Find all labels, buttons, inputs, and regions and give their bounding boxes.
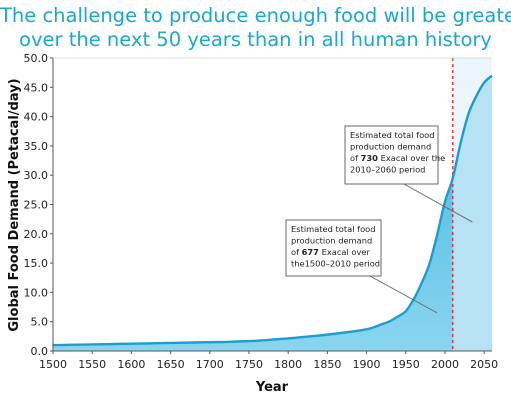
annotation-text-line: production demand	[291, 236, 372, 246]
annotation-text-line: of 677 Exacal over	[291, 247, 371, 257]
x-tick-label: 1750	[235, 358, 263, 371]
x-tick-label: 2000	[431, 358, 459, 371]
area-future-2010-2060	[452, 75, 492, 351]
annotation-text-line: 2010–2060 period	[350, 165, 425, 175]
y-axis-label: Global Food Demand (Petacal/day)	[7, 78, 22, 331]
y-tick-label: 45.0	[24, 81, 49, 94]
x-tick-label: 1900	[353, 358, 381, 371]
annotation-note_2010_2060: Estimated total food production demandof …	[344, 125, 445, 185]
annotation-box	[285, 219, 382, 277]
x-axis-label: Year	[255, 380, 289, 395]
y-tick-label: 40.0	[24, 111, 49, 124]
series-line	[52, 74, 493, 347]
x-tick-label: 2050	[470, 358, 498, 371]
y-tick-label: 10.0	[24, 286, 49, 299]
x-tick-label: 1950	[392, 358, 420, 371]
y-tick-label: 15.0	[24, 257, 49, 270]
annotation-note_1500_2010: Estimated total food production demandof …	[285, 219, 382, 277]
annotation-box	[344, 125, 439, 185]
annotation-text-line: Estimated total food	[350, 130, 435, 140]
y-tick-label: 25.0	[24, 199, 49, 212]
y-tick-label: 5.0	[31, 316, 49, 329]
chart-title-line-1: The challenge to produce enough food wil…	[0, 4, 511, 27]
x-tick-label: 1600	[117, 358, 145, 371]
annotation-leader-line	[369, 275, 438, 314]
chart-title-line-2: over the next 50 years than in all human…	[19, 28, 492, 51]
x-tick-label: 1500	[39, 358, 67, 371]
x-tick-label: 1850	[313, 358, 341, 371]
x-tick-label: 1700	[196, 358, 224, 371]
y-tick-label: 0.0	[31, 345, 49, 358]
y-tick-label: 30.0	[24, 169, 49, 182]
y-tick-label: 35.0	[24, 140, 49, 153]
annotation-text-line: Estimated total food	[291, 224, 376, 234]
annotation-text-line: the1500–2010 period	[291, 259, 380, 269]
annotation-leader-line	[403, 183, 473, 223]
y-tick-label: 50.0	[24, 52, 49, 65]
x-tick-label: 1650	[157, 358, 185, 371]
x-tick-label: 1550	[78, 358, 106, 371]
annotation-text-line: production demand	[350, 142, 431, 152]
area-past-1500-2010	[53, 178, 453, 351]
y-tick-label: 20.0	[24, 228, 49, 241]
annotation-text-line: of 730 Exacal over the	[350, 153, 445, 163]
x-tick-label: 1800	[274, 358, 302, 371]
